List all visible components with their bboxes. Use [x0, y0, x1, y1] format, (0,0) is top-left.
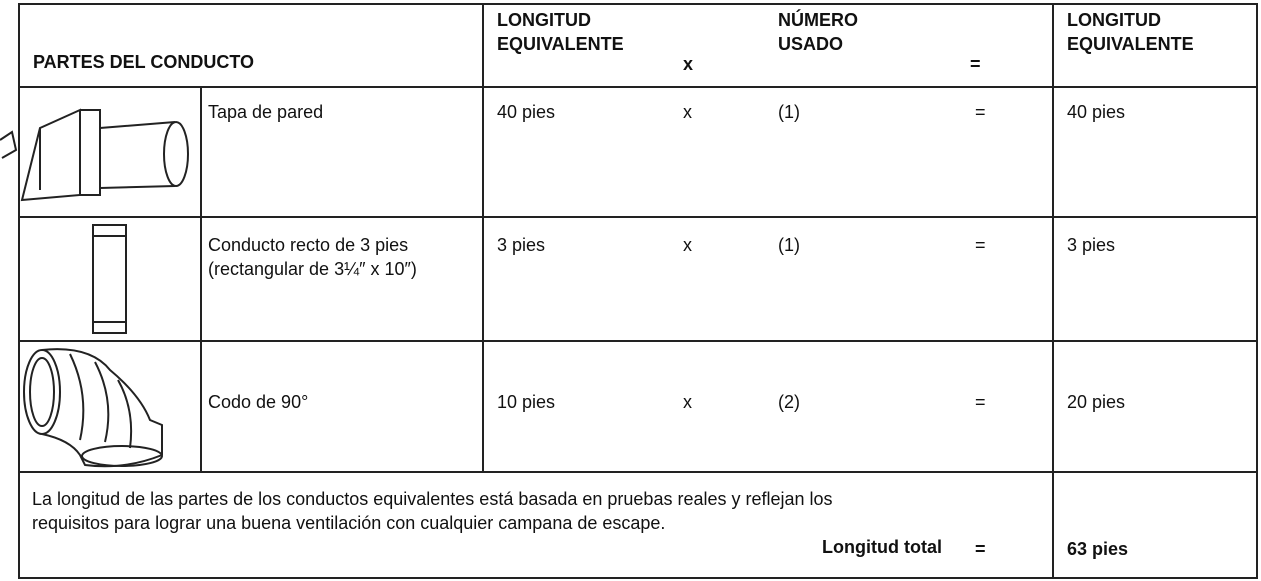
col-line [482, 3, 484, 472]
count: (1) [778, 235, 800, 255]
part-length: 3 pies [497, 235, 546, 255]
count: (1) [778, 102, 800, 122]
part-total: 40 pies [1067, 102, 1126, 122]
elbow-icon [23, 348, 163, 468]
part-total: 3 pies [1067, 235, 1116, 255]
equals: = [975, 392, 986, 412]
straight-duct-icon [92, 224, 127, 334]
header-length: LONGITUD EQUIVALENTE [497, 10, 624, 54]
part-name: Codo de 90° [208, 392, 309, 412]
header-equals: = [970, 54, 981, 74]
header-parts: PARTES DEL CONDUCTO [33, 52, 255, 72]
total-equals: = [975, 539, 986, 559]
row-line [18, 86, 1256, 88]
header-count: NÚMERO USADO [778, 10, 858, 54]
times: x [683, 392, 692, 412]
grand-total: 63 pies [1067, 539, 1129, 559]
part-length: 40 pies [497, 102, 556, 122]
equals: = [975, 102, 986, 122]
wall-cap-icon [0, 108, 189, 202]
times: x [683, 102, 692, 122]
times: x [683, 235, 692, 255]
header-times: x [683, 54, 694, 74]
footer-note: La longitud de las partes de los conduct… [32, 489, 833, 533]
col-line [200, 86, 202, 472]
table-border [18, 3, 1258, 579]
part-total: 20 pies [1067, 392, 1126, 412]
part-name: Conducto recto de 3 pies (rectangular de… [208, 235, 417, 279]
header-total: LONGITUD EQUIVALENTE [1067, 10, 1194, 54]
part-name: Tapa de pared [208, 102, 324, 122]
row-line [18, 340, 1256, 342]
total-label: Longitud total [822, 537, 942, 557]
col-line [1052, 3, 1054, 577]
count: (2) [778, 392, 800, 412]
part-length: 10 pies [497, 392, 556, 412]
row-line [18, 216, 1256, 218]
row-line [18, 471, 1256, 473]
equals: = [975, 235, 986, 255]
